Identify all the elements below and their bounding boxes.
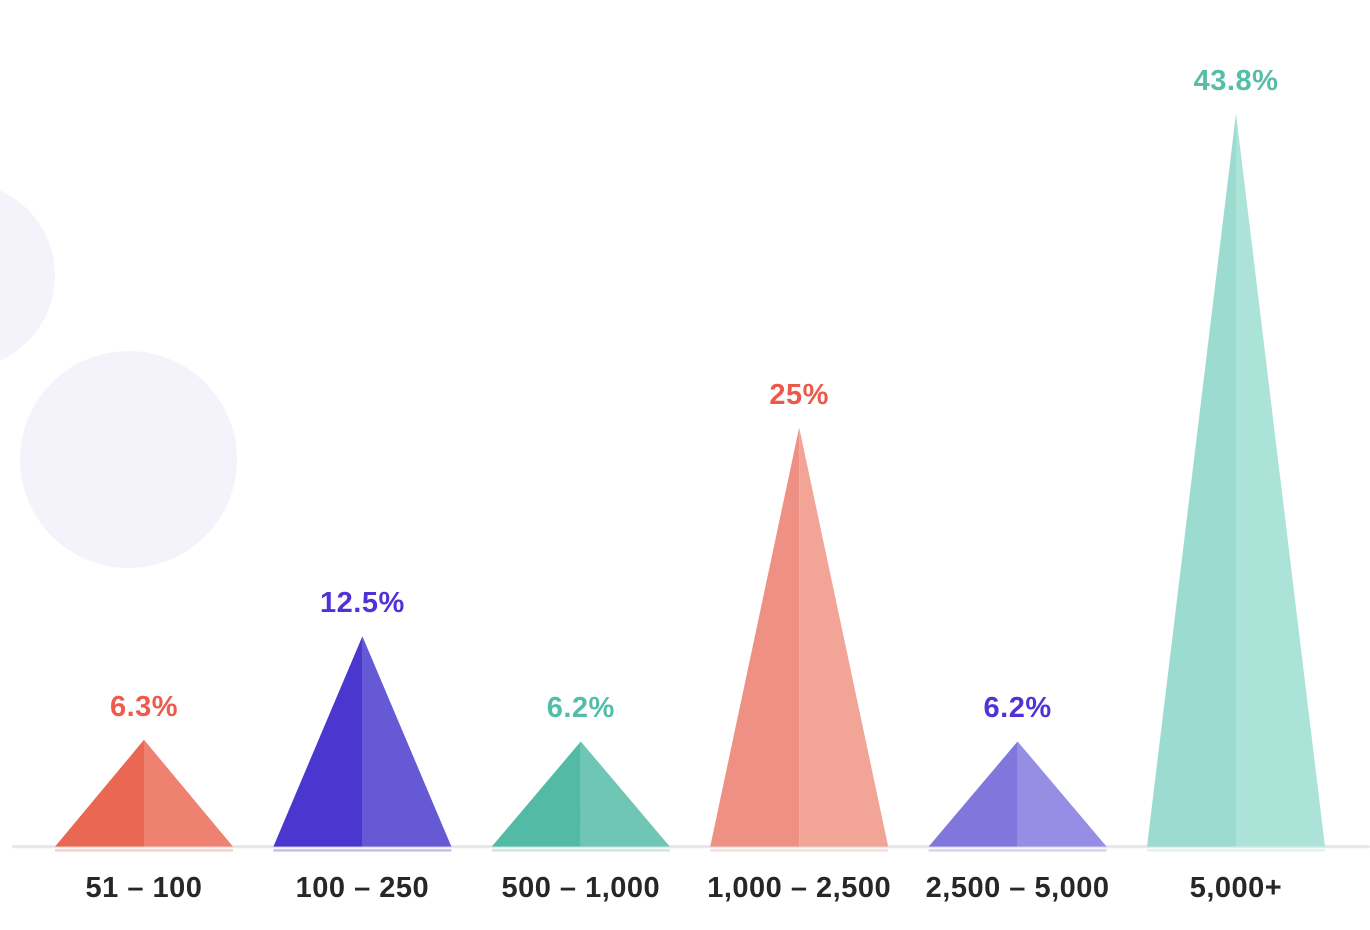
peak-1	[273, 636, 452, 852]
value-label-5: 43.8%	[1193, 64, 1279, 97]
peak-right-half	[1236, 113, 1325, 847]
peak-3	[710, 427, 889, 852]
peak-left-half	[55, 739, 144, 847]
peak-reflection	[928, 849, 1107, 852]
peak-right-half	[580, 741, 670, 847]
value-label-1: 12.5%	[320, 587, 405, 620]
peak-right-half	[799, 427, 889, 847]
peak-right-half	[144, 739, 233, 847]
peak-reflection	[55, 849, 233, 852]
peak-left-half	[928, 741, 1018, 847]
peak-left-half	[491, 741, 581, 847]
peak-2	[491, 741, 670, 852]
category-label-0: 51 – 100	[85, 872, 203, 904]
category-label-3: 1,000 – 2,500	[707, 872, 892, 904]
peak-5	[1147, 113, 1325, 852]
category-label-5: 5,000+	[1189, 872, 1283, 904]
decorative-circle-lower	[20, 351, 237, 568]
value-label-0: 6.3%	[109, 690, 179, 723]
value-label-4: 6.2%	[983, 692, 1052, 725]
category-label-1: 100 – 250	[295, 872, 430, 904]
peak-left-half	[710, 427, 800, 847]
peak-reflection	[710, 849, 889, 852]
peak-reflection	[1147, 849, 1325, 852]
category-label-4: 2,500 – 5,000	[925, 872, 1110, 904]
peak-reflection	[491, 849, 670, 852]
peak-left-half	[1147, 113, 1236, 847]
peak-reflection	[273, 849, 452, 852]
category-label-2: 500 – 1,000	[501, 872, 661, 904]
value-label-2: 6.2%	[546, 692, 615, 725]
peak-right-half	[362, 636, 452, 847]
peak-0	[55, 739, 233, 852]
peak-left-half	[273, 636, 363, 847]
value-label-3: 25%	[769, 378, 829, 411]
peak-right-half	[1017, 741, 1107, 847]
peak-4	[928, 741, 1107, 852]
